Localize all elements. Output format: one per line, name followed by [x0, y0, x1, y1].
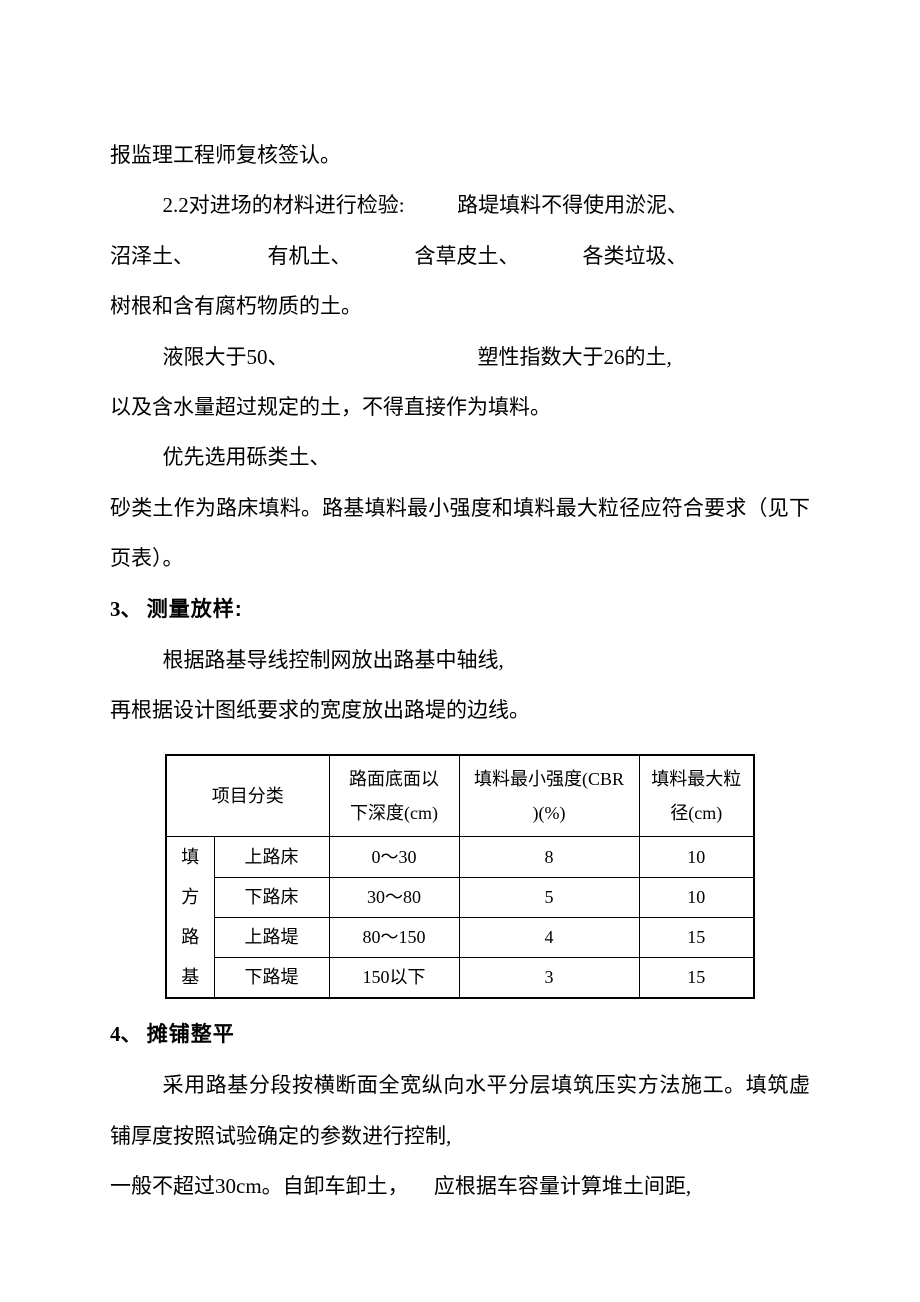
row-cbr: 5: [459, 877, 639, 917]
heading-text: 摊铺整平: [147, 1023, 235, 1046]
table-row: 路 上路堤 80～150 4 15: [166, 917, 754, 957]
paragraph-line-3: 沼泽土、 有机土、 含草皮土、 各类垃圾、: [110, 231, 810, 281]
text-segment: 2.2对进场的材料进行检验:: [163, 193, 405, 217]
text-segment: 一般不超过30cm。自卸车卸土，: [110, 1174, 409, 1198]
section4-line-2: 一般不超过30cm。自卸车卸土， 应根据车容量计算堆土间距,: [110, 1161, 810, 1211]
paragraph-line-7: 优先选用砾类土、: [110, 432, 810, 482]
text-segment: 液限大于50、: [163, 345, 289, 369]
row-cbr: 8: [459, 837, 639, 878]
row-cbr: 3: [459, 957, 639, 998]
text-segment: )(%): [533, 803, 566, 823]
text-segment: 填料最大粒: [651, 769, 741, 789]
text-segment: 有机土、: [268, 244, 352, 268]
heading-4: 4、 摊铺整平: [110, 1009, 810, 1060]
text-segment: 应根据车容量计算堆土间距,: [434, 1174, 691, 1198]
group-label-char: 填: [166, 837, 214, 878]
text-segment: 径(cm): [670, 803, 722, 823]
paragraph-line-1: 报监理工程师复核签认。: [110, 130, 810, 180]
section4-line-1: 采用路基分段按横断面全宽纵向水平分层填筑压实方法施工。填筑虚铺厚度按照试验确定的…: [110, 1060, 810, 1161]
heading-text: 测量放样:: [147, 598, 243, 621]
table-header-depth: 路面底面以 下深度(cm): [329, 755, 459, 837]
row-name: 下路床: [214, 877, 329, 917]
paragraph-line-2: 2.2对进场的材料进行检验: 路堤填料不得使用淤泥、: [110, 180, 810, 230]
row-depth: 150以下: [329, 957, 459, 998]
row-size: 15: [639, 957, 754, 998]
text-segment: 填料最小强度(CBR: [474, 769, 624, 789]
heading-number: 3、: [110, 597, 142, 621]
text-segment: 下深度(cm): [350, 803, 438, 823]
group-label-char: 方: [166, 877, 214, 917]
table-header-category: 项目分类: [166, 755, 329, 837]
paragraph-line-4: 树根和含有腐朽物质的土。: [110, 281, 810, 331]
row-depth: 0～30: [329, 837, 459, 878]
text-segment: 各类垃圾、: [583, 244, 688, 268]
text-segment: 塑性指数大于26的土,: [478, 345, 672, 369]
paragraph-line-8: 砂类土作为路床填料。路基填料最小强度和填料最大粒径应符合要求（见下页表）。: [110, 483, 810, 584]
fill-material-table: 项目分类 路面底面以 下深度(cm) 填料最小强度(CBR )(%) 填料最大粒…: [165, 754, 755, 999]
row-size: 10: [639, 877, 754, 917]
text-segment: 含草皮土、: [415, 244, 520, 268]
row-size: 15: [639, 917, 754, 957]
row-name: 下路堤: [214, 957, 329, 998]
group-label-char: 基: [166, 957, 214, 998]
text-segment: 路堤填料不得使用淤泥、: [457, 193, 688, 217]
heading-3: 3、 测量放样:: [110, 584, 810, 635]
table-row: 基 下路堤 150以下 3 15: [166, 957, 754, 998]
row-size: 10: [639, 837, 754, 878]
section3-line-2: 再根据设计图纸要求的宽度放出路堤的边线。: [110, 685, 810, 735]
text-segment: 沼泽土、: [110, 244, 194, 268]
section3-line-1: 根据路基导线控制网放出路基中轴线,: [110, 635, 810, 685]
table-header-size: 填料最大粒 径(cm): [639, 755, 754, 837]
paragraph-line-6: 以及含水量超过规定的土，不得直接作为填料。: [110, 382, 810, 432]
row-cbr: 4: [459, 917, 639, 957]
group-label-char: 路: [166, 917, 214, 957]
row-name: 上路床: [214, 837, 329, 878]
paragraph-line-5: 液限大于50、 塑性指数大于26的土,: [110, 332, 810, 382]
text-segment: 路面底面以: [349, 769, 439, 789]
row-depth: 80～150: [329, 917, 459, 957]
heading-number: 4、: [110, 1022, 142, 1046]
table-row: 填 上路床 0～30 8 10: [166, 837, 754, 878]
row-depth: 30～80: [329, 877, 459, 917]
row-name: 上路堤: [214, 917, 329, 957]
table-header-cbr: 填料最小强度(CBR )(%): [459, 755, 639, 837]
table-row: 方 下路床 30～80 5 10: [166, 877, 754, 917]
